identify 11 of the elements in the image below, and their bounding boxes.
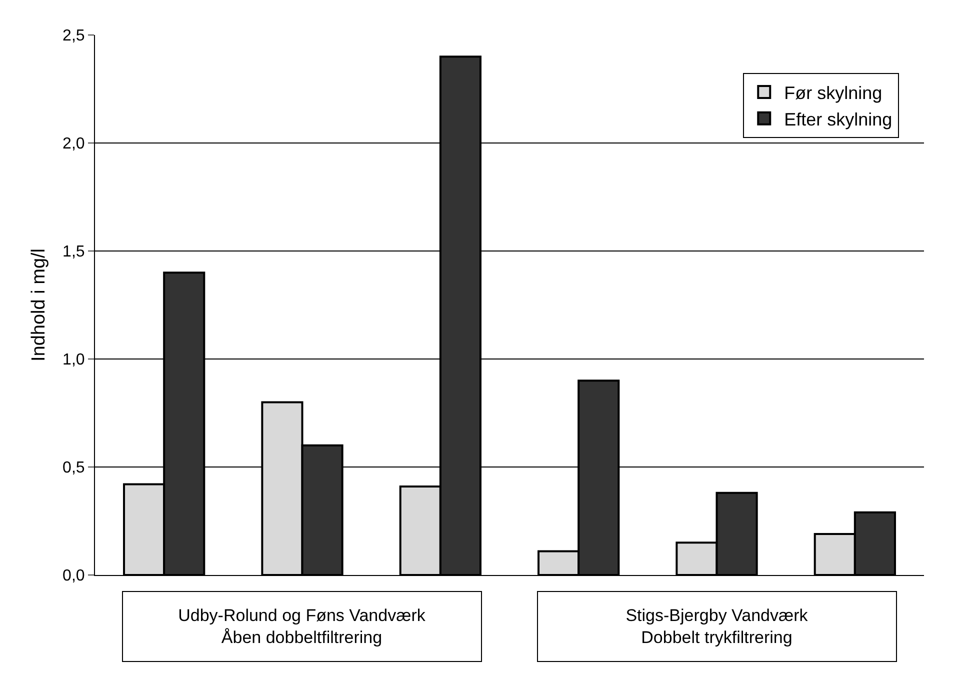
y-tick-label: 1,5	[62, 244, 85, 261]
text: Udby-Rolund og Føns Vandværk Åben dobbeltfiltrering	[178, 606, 426, 648]
legend-label: Efter skylning	[784, 109, 892, 130]
y-tick-label: 1,0	[62, 352, 85, 369]
y-tick-label: 0,0	[62, 568, 85, 585]
y-tick-label: 2,0	[62, 136, 85, 153]
y-tick-label: 0,5	[62, 460, 85, 477]
y-axis-title: Indhold i mg/l	[28, 248, 50, 362]
y-tick-label: 2,5	[62, 28, 85, 45]
text: Stigs-Bjergby Vandværk Dobbelt trykfiltrering	[626, 606, 808, 648]
legend-label: Før skylning	[784, 83, 882, 104]
